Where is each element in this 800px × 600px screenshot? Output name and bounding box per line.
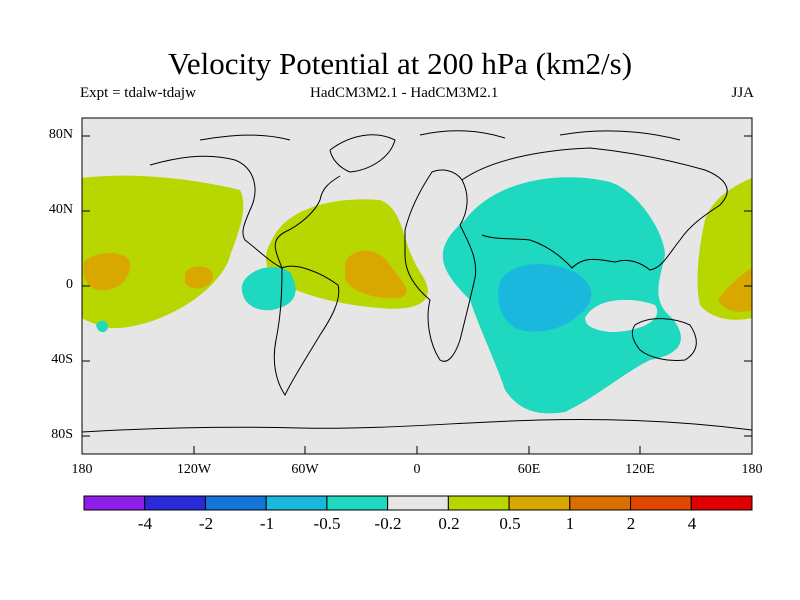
lon-label-0: 0 bbox=[413, 462, 421, 477]
colorbar-label: 1 bbox=[565, 514, 575, 533]
experiment-label: Expt = tdalw-tdajw bbox=[80, 85, 196, 101]
coastlines bbox=[82, 130, 752, 433]
colorbar-label: -0.5 bbox=[313, 514, 341, 533]
lon-label-60w: 60W bbox=[291, 462, 319, 477]
antarctica-coast bbox=[82, 419, 752, 433]
lon-label-120e: 120E bbox=[625, 462, 655, 477]
colorbar-label: 4 bbox=[687, 514, 697, 533]
colorbar-label: 0.2 bbox=[438, 514, 460, 533]
lon-label-180w: 180 bbox=[71, 462, 93, 477]
europe-africa-coast bbox=[404, 169, 477, 362]
contour-region-mid-atlantic bbox=[345, 250, 407, 299]
colorbar-swatch bbox=[204, 495, 267, 511]
lat-ticks bbox=[82, 135, 752, 437]
map-title: Velocity Potential at 200 hPa (km2/s) bbox=[167, 46, 633, 81]
colorbar-label: 0.5 bbox=[499, 514, 521, 533]
colorbar-label: -4 bbox=[137, 514, 153, 533]
colorbar-swatch bbox=[326, 495, 389, 511]
contour-region-neg-small bbox=[96, 320, 108, 333]
colorbar-swatch bbox=[569, 495, 632, 511]
asia-coast bbox=[461, 147, 728, 271]
lat-label-80s: 80S bbox=[51, 427, 73, 442]
north-america-coast bbox=[149, 155, 341, 270]
contour-region-pos-eastpacific bbox=[82, 175, 244, 329]
colorbar-label: -1 bbox=[259, 514, 275, 533]
colorbar-swatch bbox=[144, 495, 206, 511]
lon-label-120w: 120W bbox=[176, 462, 212, 477]
lat-label-0: 0 bbox=[66, 277, 73, 292]
colorbar-swatch bbox=[508, 495, 571, 511]
contour-region-mid-westpacific bbox=[718, 268, 752, 312]
south-america-coast bbox=[273, 265, 340, 397]
colorbar-label: -2 bbox=[198, 514, 214, 533]
colorbar-swatch bbox=[630, 495, 692, 511]
season-label: JJA bbox=[731, 85, 754, 101]
contour-region-mid-eastpacific-2 bbox=[185, 266, 214, 289]
colorbar-swatch bbox=[690, 495, 753, 511]
colorbar-swatch bbox=[447, 495, 510, 511]
lat-label-40s: 40S bbox=[51, 352, 73, 367]
colorbar bbox=[83, 495, 753, 511]
arctic-islands-coast bbox=[199, 130, 681, 141]
colorbar-label: 2 bbox=[626, 514, 636, 533]
australia-coast bbox=[631, 318, 697, 361]
contour-region-neutral-hole bbox=[585, 299, 658, 332]
lat-label-40n: 40N bbox=[48, 202, 73, 217]
contour-region-mid-eastpacific-1 bbox=[83, 253, 131, 291]
model-label: HadCM3M2.1 - HadCM3M2.1 bbox=[310, 85, 499, 101]
colorbar-label: -0.2 bbox=[374, 514, 402, 533]
lon-label-180e: 180 bbox=[741, 462, 763, 477]
lon-ticks bbox=[81, 446, 753, 454]
colorbar-swatch bbox=[83, 495, 146, 511]
lat-label-80n: 80N bbox=[48, 127, 73, 142]
colorbar-swatch bbox=[265, 495, 328, 511]
lon-label-60e: 60E bbox=[517, 462, 541, 477]
greenland-coast bbox=[329, 134, 396, 173]
colorbar-swatch bbox=[387, 495, 449, 511]
contour-region-negmid-indian bbox=[498, 264, 592, 332]
map-plot-area bbox=[82, 118, 752, 454]
